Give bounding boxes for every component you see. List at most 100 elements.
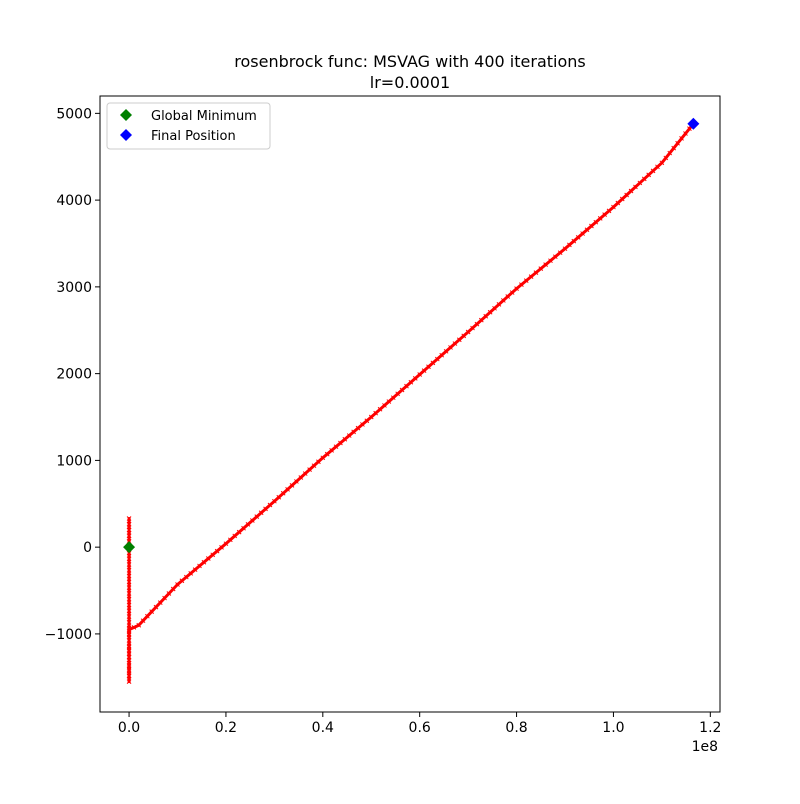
trajectory-point — [136, 622, 142, 628]
trajectory-point — [346, 433, 352, 438]
trajectory-point — [567, 242, 572, 248]
trajectory-point — [679, 136, 684, 141]
trajectory-point — [492, 305, 497, 311]
trajectory-point — [263, 506, 268, 512]
legend-global-minimum-swatch — [120, 109, 132, 121]
trajectory-point — [519, 282, 524, 287]
trajectory-point — [514, 286, 519, 291]
chart-title-line1: rosenbrock func: MSVAG with 400 iteratio… — [234, 52, 585, 71]
trajectory-point — [500, 298, 506, 303]
trajectory-point — [641, 176, 647, 182]
trajectory-point — [580, 231, 585, 236]
y-tick-label: 5000 — [56, 106, 92, 122]
trajectory-point — [505, 294, 511, 299]
trajectory-point — [342, 436, 348, 442]
trajectory-point — [131, 625, 137, 630]
trajectory-point — [197, 563, 202, 569]
trajectory-point — [126, 562, 132, 567]
trajectory-point — [399, 387, 405, 393]
trajectory-point — [615, 200, 621, 206]
trajectory-point — [188, 570, 194, 576]
trajectory-point — [126, 663, 132, 668]
trajectory-point — [562, 246, 568, 252]
trajectory-point — [280, 490, 286, 496]
trajectory-point — [126, 573, 132, 579]
trajectory-point — [377, 406, 383, 412]
trajectory-point — [496, 302, 502, 307]
trajectory-point — [294, 479, 299, 484]
y-tick-label: 2000 — [56, 367, 92, 383]
legend-final-position-label: Final Position — [151, 129, 236, 144]
trajectory-point — [227, 537, 233, 543]
final-position-marker — [687, 117, 700, 130]
trajectory-point — [624, 192, 630, 198]
trajectory-point — [426, 364, 431, 370]
trajectory-point — [219, 545, 224, 550]
trajectory-point — [538, 266, 544, 272]
trajectory-point — [637, 180, 643, 186]
trajectory-point — [474, 321, 480, 327]
trajectory-point — [289, 483, 295, 488]
trajectory-point — [646, 172, 652, 178]
trajectory-point — [461, 333, 467, 339]
trajectory-point — [153, 604, 159, 610]
trajectory-point — [126, 643, 132, 649]
trajectory-point — [478, 317, 484, 323]
tick-layer: 0.0 0.2 0.4 0.6 0.8 1.0 1.2 −1000 0 1000 2000 3000 4… — [45, 106, 722, 736]
trajectory-point — [236, 529, 242, 535]
y-tick-label: −1000 — [45, 627, 92, 643]
trajectory-point — [205, 556, 211, 561]
trajectory-point — [324, 451, 330, 457]
trajectory-point — [241, 525, 246, 531]
legend: Global Minimum Final Position — [106, 102, 271, 150]
trajectory-point — [355, 425, 361, 431]
trajectory-point — [126, 668, 132, 674]
plot-frame — [99, 95, 721, 713]
trajectory-point — [126, 667, 132, 672]
trajectory-point — [126, 619, 132, 625]
trajectory-point — [430, 360, 436, 366]
plot-area — [123, 117, 700, 684]
trajectory-point — [126, 644, 132, 650]
trajectory-point — [452, 341, 458, 346]
x-tick-label: 0.0 — [118, 720, 140, 736]
trajectory-point — [456, 337, 462, 343]
trajectory-point — [285, 486, 290, 492]
trajectory-point — [140, 618, 146, 624]
x-tick-label: 1.2 — [699, 720, 721, 736]
trajectory-point — [302, 471, 308, 476]
trajectory-point — [360, 422, 365, 427]
trajectory-point — [606, 208, 612, 214]
y-tick-label: 0 — [83, 540, 92, 556]
trajectory-point — [126, 602, 132, 608]
trajectory-point — [223, 541, 229, 547]
trajectory-point — [404, 383, 409, 389]
trajectory-point — [258, 510, 264, 516]
trajectory-point — [126, 648, 132, 654]
trajectory-point — [421, 368, 427, 373]
trajectory-point — [659, 160, 665, 166]
trajectory-point — [364, 418, 370, 424]
trajectory-point — [589, 223, 594, 229]
trajectory-point — [311, 463, 317, 469]
trajectory-point — [126, 632, 132, 638]
trajectory-point — [126, 533, 132, 539]
trajectory-point — [329, 448, 334, 453]
trajectory-point — [395, 391, 401, 397]
trajectory-point — [650, 168, 656, 174]
legend-global-minimum-label: Global Minimum — [151, 109, 257, 124]
trajectory-point — [443, 348, 449, 354]
trajectory-point — [465, 329, 471, 335]
trajectory-point — [201, 559, 207, 565]
trajectory-point — [557, 250, 563, 256]
trajectory-point — [210, 552, 216, 558]
trajectory-point — [417, 372, 423, 377]
trajectory-point — [126, 625, 132, 631]
trajectory-point — [571, 238, 577, 244]
y-tick-label: 3000 — [56, 280, 92, 296]
legend-final-position-swatch — [120, 129, 132, 141]
trajectory-point — [162, 595, 167, 601]
trajectory-point — [382, 403, 387, 408]
trajectory-point — [145, 613, 150, 619]
